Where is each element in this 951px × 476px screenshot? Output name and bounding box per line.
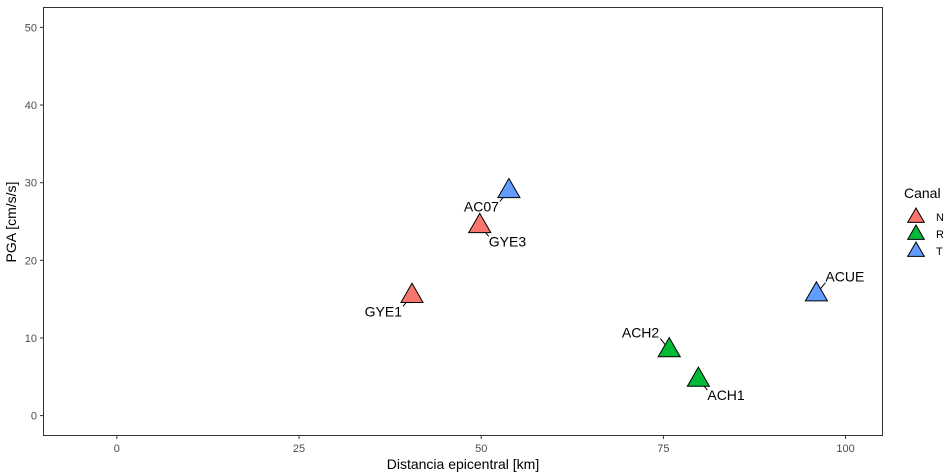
y-tick-label: 50 [25,22,37,34]
point-label: AC07 [464,198,499,214]
point-label: GYE1 [365,303,403,319]
x-axis-title: Distancia epicentral [km] [387,456,540,472]
point-label: ACH2 [622,325,660,341]
data-point-triangle [657,336,682,358]
data-points: GYE1 GYE3 AC07 ACH2 ACH1 ACUE [365,177,864,403]
data-point-triangle [686,366,711,387]
data-point-triangle [804,280,829,302]
y-tick-label: 20 [25,255,37,267]
data-point-triangle [497,177,521,199]
data-point-triangle [400,282,424,303]
y-axis-title: PGA [cm/s/s] [3,182,19,263]
plot-panel-border [43,7,883,436]
x-tick-label: 50 [475,443,487,455]
point-label: GYE3 [489,233,527,249]
y-axis: 0 10 20 30 40 50 [25,22,44,423]
legend-label: N [936,212,944,224]
legend-key-triangle [906,206,926,223]
y-tick-label: 30 [25,178,37,190]
legend-label: T [936,246,943,258]
y-tick-label: 10 [25,333,37,345]
legend-key-triangle [906,223,926,240]
x-axis: 0 25 50 75 100 [114,435,855,455]
x-tick-label: 100 [836,443,854,455]
data-point-triangle [467,212,492,234]
x-tick-label: 0 [114,443,120,455]
point-label: ACH1 [707,387,745,403]
legend: Canal NRT [904,185,944,258]
y-tick-label: 0 [31,411,37,423]
legend-label: R [936,229,944,241]
legend-title: Canal [904,185,941,201]
point-label: ACUE [825,269,864,285]
y-tick-label: 40 [25,100,37,112]
x-tick-label: 75 [657,443,669,455]
legend-key-triangle [906,240,926,257]
x-tick-label: 25 [293,443,305,455]
